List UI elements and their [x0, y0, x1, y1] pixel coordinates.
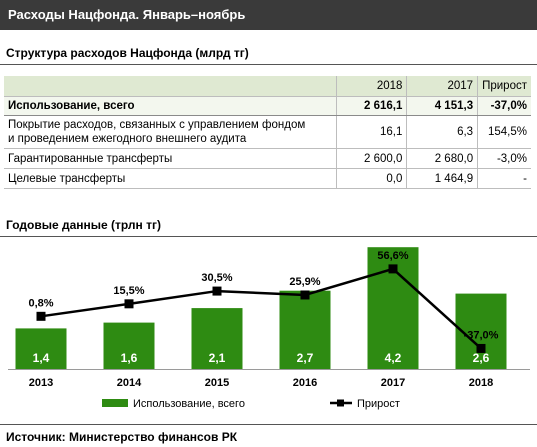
divider-top — [0, 64, 537, 65]
cell-2018: 2 616,1 — [335, 96, 407, 116]
table-row: Целевые трансферты 0,0 1 464,9 - — [4, 168, 531, 189]
legend-bar-swatch — [102, 399, 128, 407]
x-tick-2016: 2016 — [293, 377, 317, 389]
divider-chart — [0, 236, 537, 237]
bar-2018 — [455, 293, 507, 369]
bar-2013 — [15, 328, 67, 369]
bar-label-2014: 1,6 — [121, 351, 138, 365]
growth-point-2015 — [212, 286, 222, 296]
growth-label-2016: 25,9% — [289, 276, 320, 288]
chart-title: Годовые данные (трлн тг) — [6, 218, 161, 232]
structure-table: 2018 2017 Прирост Использование, всего 2… — [4, 76, 531, 189]
annual-chart: 1,4 2013 1,6 2014 2,1 2015 2,7 2016 4,2 2017 2,6 20… — [8, 247, 530, 410]
bar-label-2018: 2,6 — [473, 351, 490, 365]
x-tick-2017: 2017 — [381, 377, 405, 389]
x-tick-2015: 2015 — [205, 377, 229, 389]
table-row: Гарантированные трансферты 2 600,0 2 680… — [4, 148, 531, 169]
growth-point-2017 — [388, 264, 398, 274]
legend-bar-label: Использование, всего — [133, 398, 245, 410]
legend-line-marker — [337, 399, 344, 407]
row-label: Использование, всего — [4, 96, 337, 116]
x-tick-2014: 2014 — [117, 377, 142, 389]
cell-growth: -3,0% — [477, 148, 531, 169]
cell-2017: 6,3 — [406, 115, 478, 149]
growth-point-2014 — [124, 299, 134, 309]
growth-label-2017: 56,6% — [377, 250, 408, 262]
bar-label-2015: 2,1 — [209, 351, 226, 365]
col-2017: 2017 — [406, 76, 478, 97]
cell-2018: 0,0 — [335, 168, 407, 189]
row-label-line1: Покрытие расходов, связанных с управлени… — [8, 119, 306, 131]
x-tick-2013: 2013 — [29, 377, 53, 389]
growth-point-2016 — [300, 290, 310, 300]
cell-2017: 2 680,0 — [406, 148, 478, 169]
legend-line-label: Прирост — [357, 398, 400, 410]
row-label-line2: и проведением ежегодного внешнего аудита — [8, 133, 247, 145]
growth-point-2013 — [36, 311, 46, 321]
bar-label-2013: 1,4 — [33, 351, 50, 365]
row-label: Целевые трансферты — [4, 168, 337, 189]
source-note: Источник: Министерство финансов РК — [6, 430, 238, 444]
growth-label-2014: 15,5% — [113, 285, 144, 297]
bar-2015 — [191, 308, 243, 369]
table-header-label — [4, 76, 337, 97]
cell-2017: 1 464,9 — [406, 168, 478, 189]
cell-growth: -37,0% — [477, 96, 531, 116]
col-growth: Прирост — [477, 76, 531, 97]
bar-2016 — [279, 290, 331, 369]
growth-line — [40, 267, 482, 350]
table-row: Покрытие расходов, связанных с управлени… — [4, 115, 531, 149]
cell-2017: 4 151,3 — [406, 96, 478, 116]
header-bar: Расходы Нацфонда. Январь–ноябрь — [0, 0, 537, 30]
growth-label-2015: 30,5% — [201, 272, 232, 284]
structure-title: Структура расходов Нацфонда (млрд тг) — [6, 46, 249, 60]
cell-growth: - — [477, 168, 531, 189]
row-label: Покрытие расходов, связанных с управлени… — [4, 115, 337, 149]
cell-growth: 154,5% — [477, 115, 531, 149]
growth-label-2013: 0,8% — [28, 297, 53, 309]
table-header-row: 2018 2017 Прирост — [4, 76, 531, 97]
cell-2018: 16,1 — [335, 115, 407, 149]
divider-bottom — [0, 424, 537, 425]
table-row-total: Использование, всего 2 616,1 4 151,3 -37… — [4, 96, 531, 116]
row-label: Гарантированные трансферты — [4, 148, 337, 169]
growth-point-2018 — [476, 343, 486, 353]
x-tick-2018: 2018 — [469, 377, 493, 389]
col-2018: 2018 — [335, 76, 407, 97]
header-title: Расходы Нацфонда. Январь–ноябрь — [8, 7, 246, 22]
bar-label-2017: 4,2 — [385, 351, 402, 365]
growth-label-2018: -37,0% — [464, 329, 499, 341]
bar-2014 — [103, 322, 155, 369]
cell-2018: 2 600,0 — [335, 148, 407, 169]
bar-label-2016: 2,7 — [297, 351, 314, 365]
